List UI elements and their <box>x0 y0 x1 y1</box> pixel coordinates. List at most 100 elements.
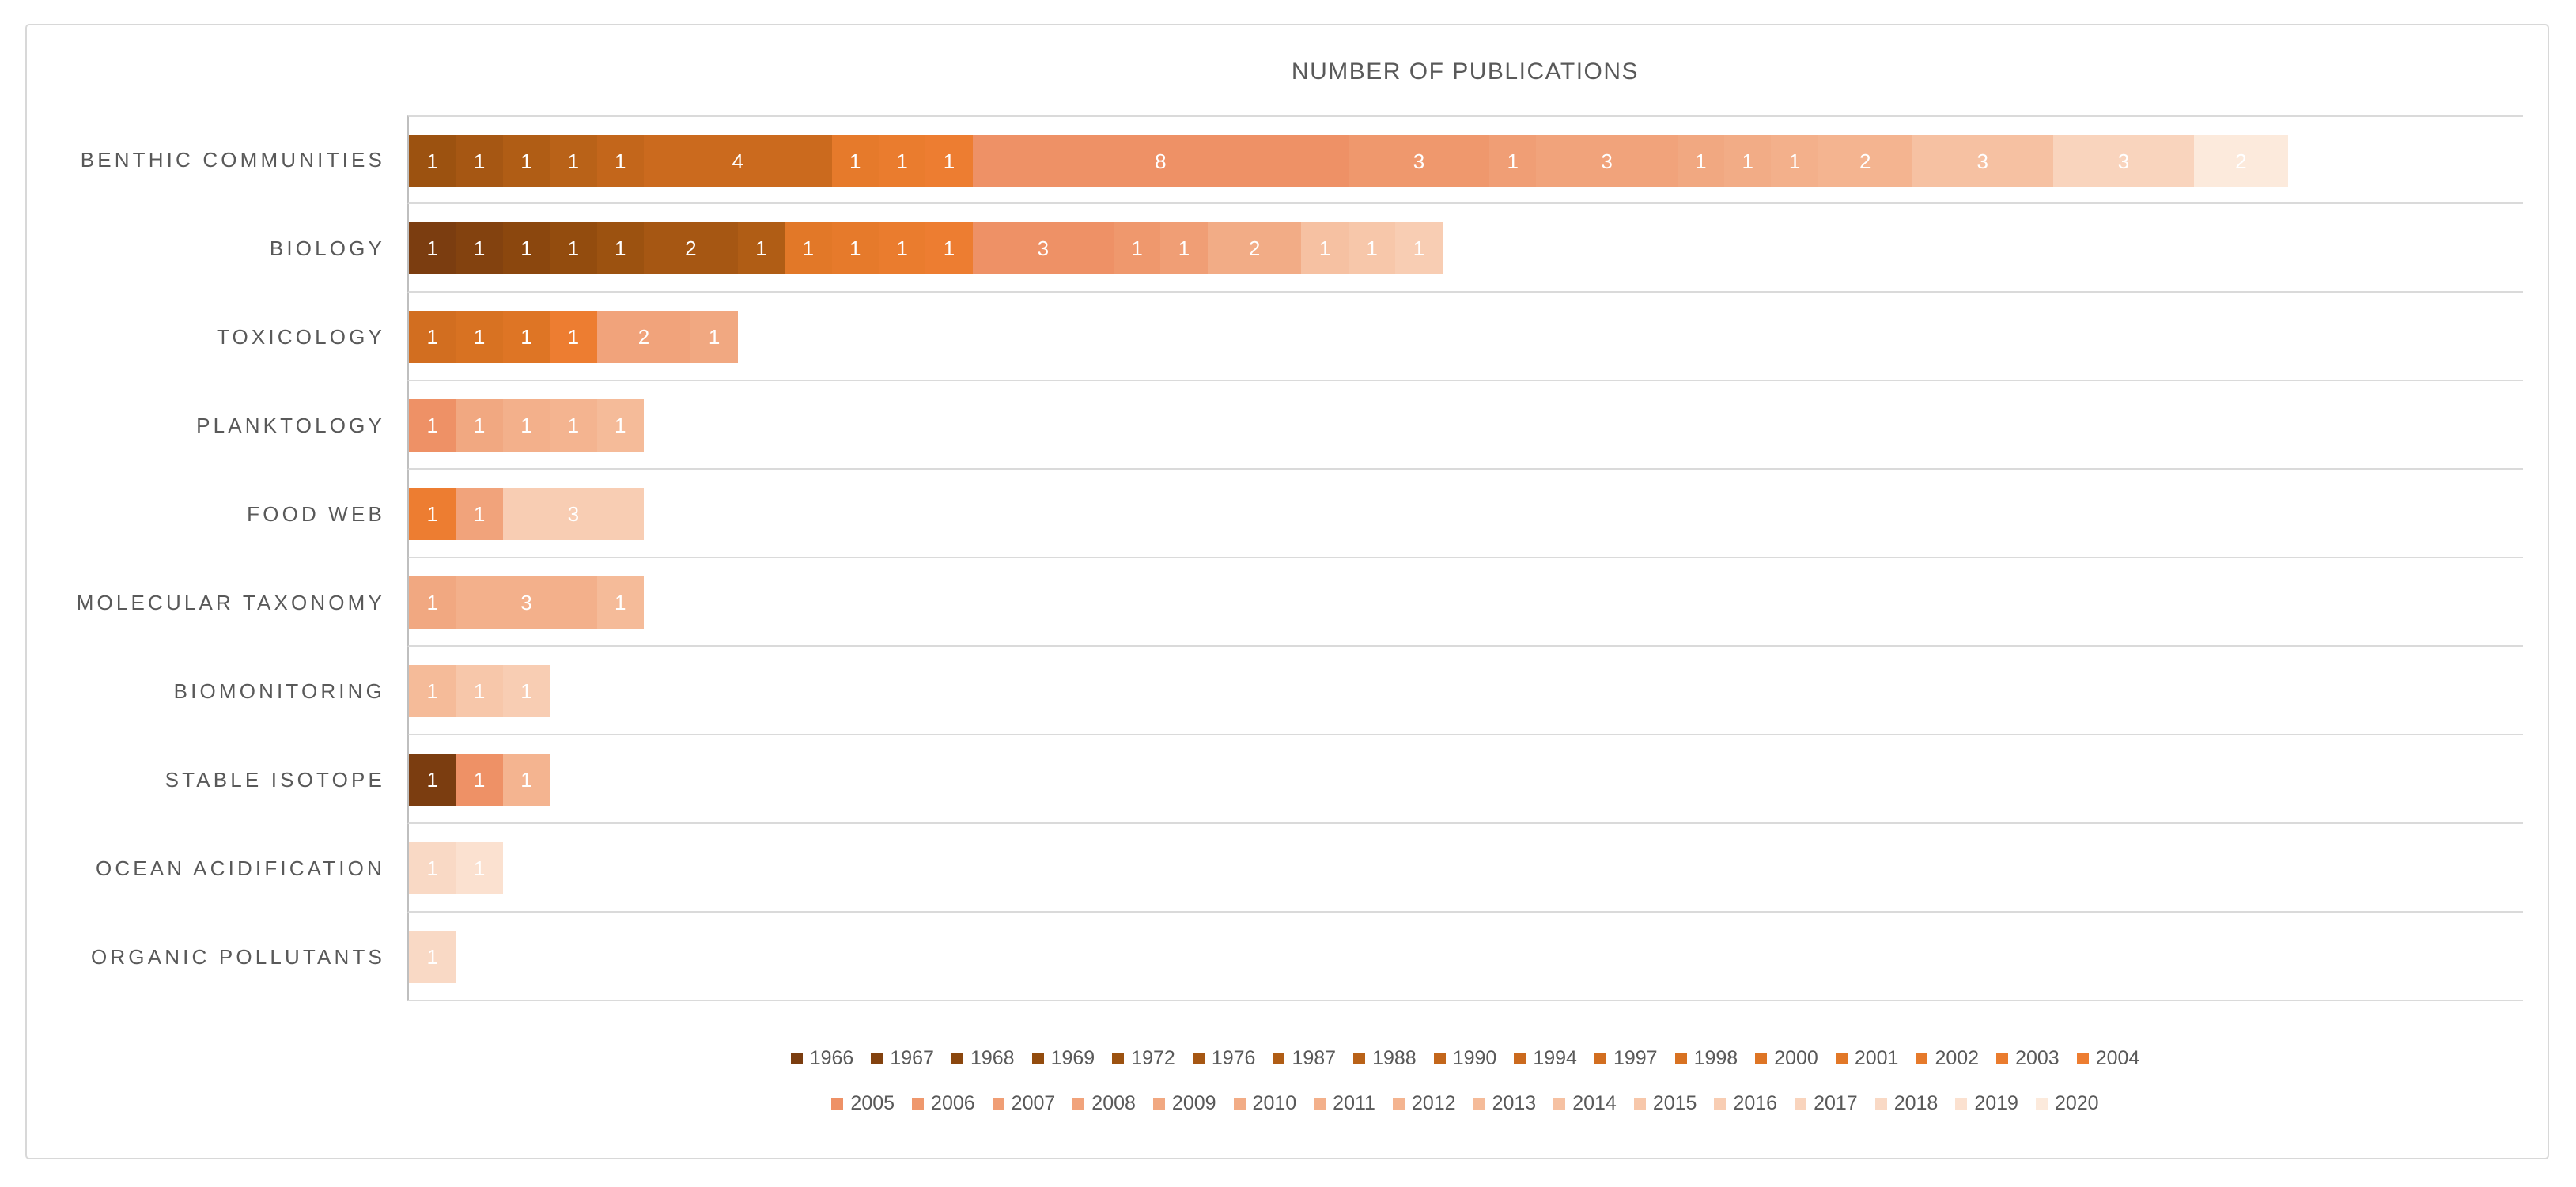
category-label: BENTHIC COMMUNITIES <box>80 147 385 172</box>
bar-segment: 8 <box>972 135 1349 187</box>
legend-color-swatch <box>1916 1053 1928 1064</box>
stacked-bar: 1 1 1 1 1 4 1 1 1 8 3 1 3 1 1 1 2 3 3 2 <box>409 135 2288 187</box>
bar-track: 1 1 1 1 2 1 <box>407 293 2523 381</box>
stacked-bar: 1 1 1 <box>409 754 550 806</box>
segment-value-label: 1 <box>473 324 486 349</box>
bar-segment: 1 <box>596 135 644 187</box>
legend-item: 1997 <box>1594 1047 1658 1070</box>
segment-value-label: 3 <box>567 501 580 526</box>
legend-year-label: 2005 <box>850 1092 895 1114</box>
legend-item: 2000 <box>1755 1047 1818 1070</box>
bar-segment: 1 <box>925 135 973 187</box>
chart-row: BENTHIC COMMUNITIES 1 1 1 1 1 4 1 1 1 8 3 1 3 1 1 1 2 3 3 2 <box>27 115 2523 204</box>
chart-row: STABLE ISOTOPE 1 1 1 <box>27 735 2523 824</box>
bar-track: 1 <box>407 913 2523 1001</box>
legend-color-swatch <box>1031 1053 1044 1064</box>
bar-segment: 1 <box>409 576 456 629</box>
legend-year-label: 2003 <box>2015 1047 2060 1069</box>
bar-segment: 1 <box>550 311 597 363</box>
legend-color-swatch <box>1273 1053 1285 1064</box>
segment-value-label: 1 <box>567 149 580 173</box>
chart-row: MOLECULAR TAXONOMY 1 3 1 <box>27 558 2523 647</box>
bar-track: 1 3 1 <box>407 558 2523 647</box>
bar-segment: 1 <box>456 135 503 187</box>
legend-year-label: 1990 <box>1452 1047 1497 1069</box>
bar-segment: 2 <box>1818 135 1912 187</box>
stacked-bar: 1 1 1 1 2 1 <box>409 311 738 363</box>
legend-item: 1987 <box>1273 1047 1336 1070</box>
segment-value-label: 3 <box>1413 149 1425 173</box>
bar-segment: 1 <box>737 222 785 274</box>
legend-year-label: 2000 <box>1774 1047 1818 1069</box>
segment-value-label: 3 <box>520 590 532 614</box>
bar-segment: 1 <box>1160 222 1208 274</box>
segment-value-label: 1 <box>567 413 580 437</box>
bar-segment: 2 <box>643 222 738 274</box>
segment-value-label: 4 <box>732 149 743 173</box>
bar-segment: 1 <box>409 135 456 187</box>
legend-year-label: 2011 <box>1333 1092 1375 1114</box>
legend-year-label: 2002 <box>1935 1047 1980 1069</box>
segment-value-label: 1 <box>426 944 438 969</box>
bar-segment: 1 <box>502 135 550 187</box>
bar-segment: 3 <box>456 576 597 629</box>
legend-year-label: 2009 <box>1171 1092 1216 1114</box>
legend-color-swatch <box>1353 1053 1366 1064</box>
legend-item: 2002 <box>1916 1047 1979 1070</box>
segment-value-label: 1 <box>1507 149 1519 173</box>
legend-item: 2008 <box>1072 1092 1136 1115</box>
legend-item: 2007 <box>992 1092 1055 1115</box>
legend-color-swatch <box>1233 1098 1246 1110</box>
category-label: MOLECULAR TAXONOMY <box>76 590 385 614</box>
legend-color-swatch <box>790 1053 803 1064</box>
legend-item: 2018 <box>1874 1092 1939 1115</box>
segment-value-label: 1 <box>755 236 767 260</box>
bar-segment: 1 <box>831 222 879 274</box>
chart-title: NUMBER OF PUBLICATIONS <box>1291 59 1640 85</box>
chart-row: OCEAN ACIDIFICATION 1 1 <box>27 824 2523 913</box>
legend-item: 2005 <box>831 1092 895 1115</box>
segment-value-label: 1 <box>1178 236 1190 260</box>
chart-row: TOXICOLOGY 1 1 1 1 2 1 <box>27 293 2523 381</box>
segment-value-label: 2 <box>2235 149 2247 173</box>
legend-item: 1990 <box>1433 1047 1497 1070</box>
bar-track: 1 1 3 <box>407 470 2523 558</box>
segment-value-label: 1 <box>567 236 580 260</box>
bar-segment: 1 <box>878 222 926 274</box>
legend-item: 2010 <box>1233 1092 1296 1115</box>
segment-value-label: 1 <box>615 149 626 173</box>
legend-color-swatch <box>871 1053 883 1064</box>
chart-row: ORGANIC POLLUTANTS 1 <box>27 913 2523 1001</box>
segment-value-label: 1 <box>943 149 955 173</box>
bar-segment: 2 <box>596 311 691 363</box>
legend-line: 1966 1967 1968 1969 1972 1976 1987 1988 1990 1994… <box>407 1047 2523 1070</box>
legend-year-label: 2018 <box>1893 1092 1939 1114</box>
segment-value-label: 3 <box>1601 149 1613 173</box>
bar-segment: 1 <box>878 135 926 187</box>
bar-segment: 1 <box>785 222 832 274</box>
legend-color-swatch <box>1955 1098 1968 1110</box>
segment-value-label: 1 <box>426 149 438 173</box>
bar-segment: 1 <box>456 399 503 452</box>
segment-value-label: 1 <box>473 767 486 792</box>
segment-value-label: 1 <box>473 149 486 173</box>
legend-item: 2014 <box>1553 1092 1617 1115</box>
legend-year-label: 2019 <box>1974 1092 2018 1114</box>
segment-value-label: 1 <box>473 856 486 880</box>
legend-color-swatch <box>1514 1053 1526 1064</box>
bar-segment: 1 <box>409 665 456 717</box>
legend-year-label: 1967 <box>890 1047 934 1069</box>
legend-item: 2013 <box>1473 1092 1536 1115</box>
legend-year-label: 2008 <box>1091 1092 1136 1114</box>
legend-color-swatch <box>831 1098 844 1110</box>
bar-track: 1 1 1 <box>407 647 2523 735</box>
legend-year-label: 2001 <box>1854 1047 1899 1069</box>
segment-value-label: 8 <box>1155 149 1167 173</box>
chart-row: BIOMONITORING 1 1 1 <box>27 647 2523 735</box>
bar-segment: 1 <box>1348 222 1396 274</box>
legend-year-label: 1968 <box>970 1047 1015 1069</box>
legend-year-label: 2017 <box>1814 1092 1858 1114</box>
legend-item: 1976 <box>1192 1047 1255 1070</box>
segment-value-label: 1 <box>615 236 626 260</box>
